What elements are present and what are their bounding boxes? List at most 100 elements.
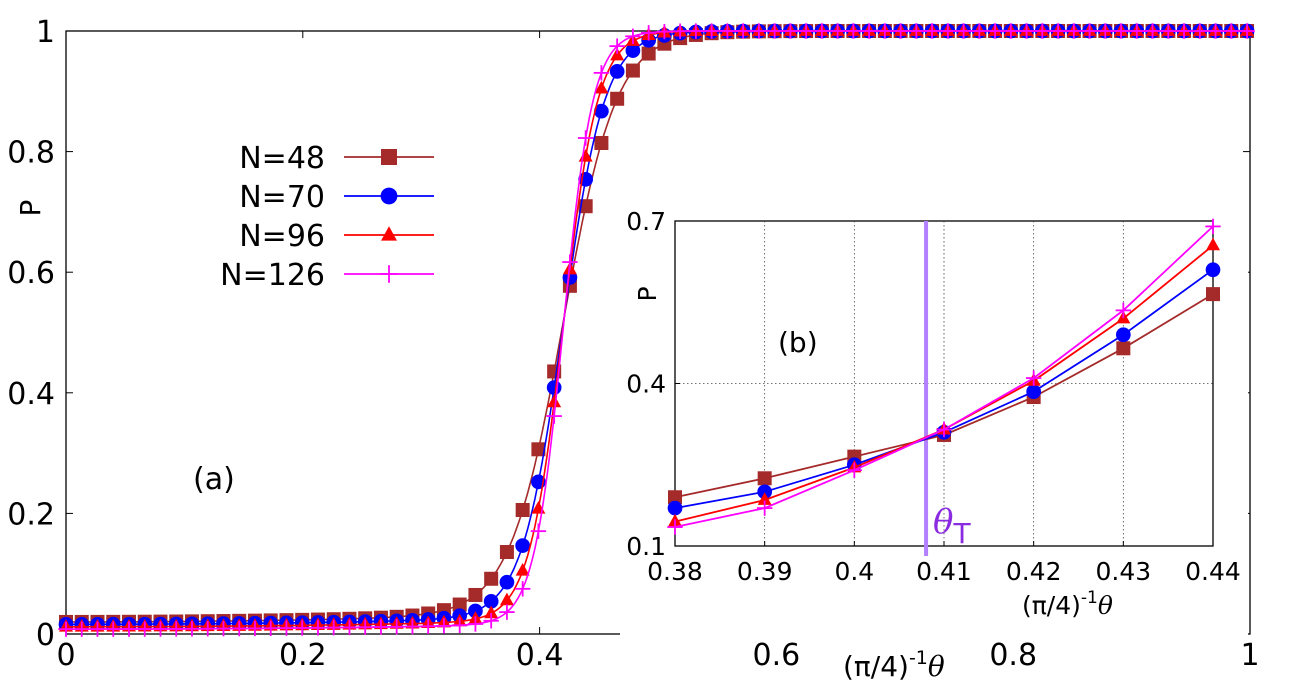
inset-y-tick-label: 0.1 [626,532,666,561]
series-n-126 [58,23,1255,637]
data-point [200,621,216,637]
data-point [1192,23,1208,39]
inset-data-point [757,471,772,486]
data-point [814,23,830,39]
legend-marker [380,187,398,205]
data-point [247,620,263,637]
data-point [468,587,483,602]
marker-square [531,442,546,457]
data-point [908,23,925,39]
data-point [625,63,640,78]
data-point [640,25,657,41]
panel-label-b: (b) [778,326,818,359]
y-tick-label: 0.2 [7,497,55,532]
legend-label: N=70 [239,180,325,215]
data-point [641,46,656,61]
inset-data-point [1115,327,1131,343]
inset-y-tick-label: 0.7 [626,207,666,236]
marker-circle [468,603,483,619]
inset-x-tick-label: 0.43 [1095,557,1151,586]
data-point [1176,23,1192,39]
theta-subscript: T [952,517,971,550]
marker-triangle [594,80,609,94]
legend-label: N=126 [220,258,325,293]
data-point [577,130,594,146]
marker-triangle [484,605,499,619]
main-panel: 0 0.2 0.4 0.6 0.8 100.20.40.60.81P(π/4)-1θ(a)… [7,15,1259,683]
data-point [467,616,484,632]
data-point [656,23,673,40]
data-point [766,23,783,39]
inset-data-point [667,500,683,516]
data-point [515,538,531,553]
data-point [971,23,988,39]
data-point [610,47,625,61]
legend-marker [381,149,397,165]
data-point [420,618,436,634]
marker-circle [546,380,562,395]
data-point [1050,23,1066,39]
data-point [892,23,909,39]
marker-square [499,545,514,560]
inset-x-label-prefix: (π/4) [1022,591,1081,620]
marker-circle [1026,384,1042,399]
marker-triangle [757,492,772,505]
data-point [89,621,106,637]
marker-triangle [610,47,625,61]
data-point [861,23,877,39]
marker-circle [625,43,641,58]
marker-circle [757,484,773,500]
data-point [231,620,247,637]
data-point [1129,23,1145,39]
data-point [388,619,405,635]
data-point [845,23,862,39]
data-point [594,80,609,94]
marker-square [668,490,682,505]
data-point [531,442,546,457]
data-point [373,619,389,635]
inset-y-tick-label: 0.4 [626,370,666,399]
data-point [530,523,547,539]
marker-square [1206,287,1220,302]
data-point [735,23,751,39]
x-label-exp: -1 [909,647,928,669]
x-label-var: θ [928,650,945,681]
marker-square [484,571,499,586]
marker-square [452,597,467,612]
marker-square [610,91,625,106]
marker-square [515,503,530,518]
marker-triangle [547,394,562,408]
inset-panel: 0.38 0.39 0.4 0.41 0.42 0.43 0.44 0.1 0.4 0.7 P (π/… [620,206,1248,636]
inset-data-point [757,492,772,505]
marker-circle [1115,327,1131,343]
theta-t-label: θT [933,502,971,550]
marker-circle [1205,262,1221,278]
data-point [562,254,578,270]
legend-marker [380,265,398,283]
data-point [594,135,609,150]
marker-triangle [381,226,397,241]
y-tick-label: 0.8 [7,136,55,171]
inset-x-label-var: θ [1098,591,1113,620]
panel-label-a: (a) [193,462,235,497]
x-tick-label: 1 [1240,638,1259,673]
data-point [515,503,530,518]
data-point [751,23,767,39]
data-point [484,571,499,586]
data-point [121,621,137,637]
data-point [184,621,200,637]
data-point [58,621,74,637]
data-point [672,23,688,39]
data-point [940,23,956,39]
inset-x-tick-label: 0.44 [1185,557,1241,586]
data-point [310,620,326,636]
data-point [719,23,736,39]
marker-circle [667,500,683,516]
data-point [1144,23,1161,39]
data-point [924,23,940,39]
data-point [1207,23,1224,39]
marker-square [625,63,640,78]
inset-data-point [1205,262,1221,278]
marker-circle [499,574,515,590]
